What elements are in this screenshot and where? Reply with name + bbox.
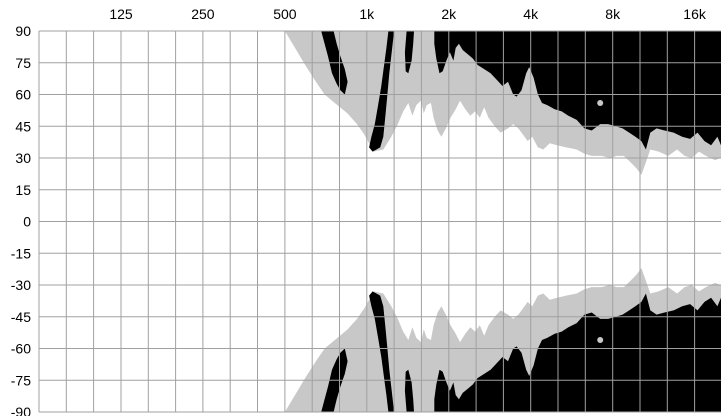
- y-tick-labels: 90 75 60 45 30 15 0 -15 -30 -45 -60 -75 -90: [11, 23, 31, 416]
- y-tick-label: 60: [15, 87, 31, 103]
- y-tick-label: -30: [11, 277, 31, 293]
- y-tick-label: -90: [11, 404, 31, 416]
- y-tick-label: 15: [15, 182, 31, 198]
- spot-1: [597, 337, 603, 343]
- y-tick-label: 30: [15, 150, 31, 166]
- y-tick-label: 0: [23, 214, 31, 230]
- y-tick-label: 45: [15, 118, 31, 134]
- y-tick-label: 90: [15, 23, 31, 39]
- x-tick-labels: 125 250 500 1k 2k 4k 8k 16k: [109, 6, 707, 22]
- y-tick-label: 75: [15, 55, 31, 71]
- x-tick-label: 16k: [683, 6, 707, 22]
- x-tick-label: 125: [109, 6, 133, 22]
- y-tick-label: -45: [11, 309, 31, 325]
- y-tick-label: -75: [11, 372, 31, 388]
- x-tick-label: 2k: [441, 6, 457, 22]
- x-tick-label: 8k: [605, 6, 621, 22]
- x-tick-label: 1k: [359, 6, 375, 22]
- x-tick-label: 4k: [523, 6, 539, 22]
- x-tick-label: 500: [273, 6, 297, 22]
- x-tick-label: 250: [191, 6, 215, 22]
- y-tick-label: -15: [11, 245, 31, 261]
- spot-0: [597, 100, 603, 106]
- y-tick-label: -60: [11, 341, 31, 357]
